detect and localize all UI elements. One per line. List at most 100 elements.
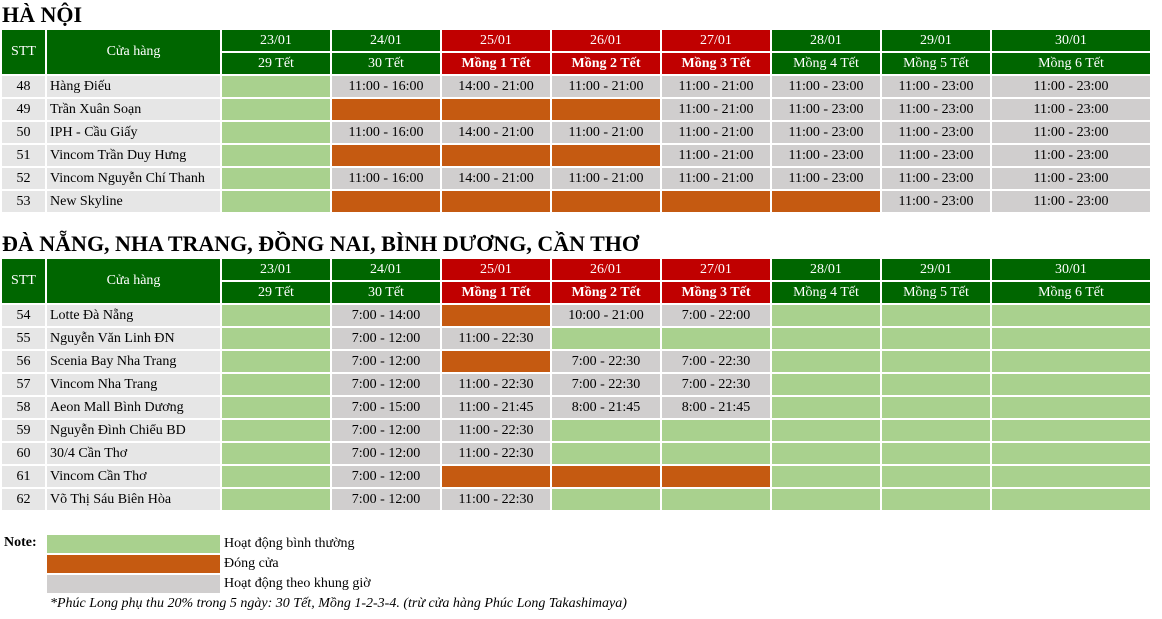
store-name: IPH - Cầu Giấy (47, 122, 220, 143)
date-header: 30/01 (992, 30, 1150, 51)
schedule-cell (992, 351, 1150, 372)
schedule-cell (772, 443, 880, 464)
row-index: 61 (2, 466, 45, 487)
schedule-cell: 11:00 - 21:00 (662, 145, 770, 166)
schedule-cell: 11:00 - 22:30 (442, 489, 550, 510)
schedule-cell: 11:00 - 23:00 (992, 145, 1150, 166)
legend-swatch-limited (47, 575, 220, 593)
date-header: 24/01 (332, 30, 440, 51)
schedule-cell: 7:00 - 12:00 (332, 420, 440, 441)
schedule-cell (992, 489, 1150, 510)
table-row: 56 Scenia Bay Nha Trang 7:00 - 12:00 7:00 -… (2, 351, 1150, 372)
schedule-cell (222, 99, 330, 120)
store-name: Trần Xuân Soạn (47, 99, 220, 120)
schedule-cell (222, 305, 330, 326)
row-index: 54 (2, 305, 45, 326)
row-index: 55 (2, 328, 45, 349)
schedule-cell: 11:00 - 21:00 (662, 168, 770, 189)
schedule-cell (882, 374, 990, 395)
section-title-regions: ĐÀ NẴNG, NHA TRANG, ĐỒNG NAI, BÌNH DƯƠNG… (2, 231, 640, 256)
table-row: 55 Nguyễn Văn Linh ĐN 7:00 - 12:00 11:00 - … (2, 328, 1150, 349)
day-header: Mồng 2 Tết (552, 53, 660, 74)
schedule-cell: 7:00 - 22:30 (552, 374, 660, 395)
header-row-dates: STT Cửa hàng 23/01 24/01 25/01 26/01 27/01 28/0… (2, 259, 1150, 303)
schedule-cell: 14:00 - 21:00 (442, 168, 550, 189)
schedule-cell (552, 420, 660, 441)
date-header: 27/01 (662, 30, 770, 51)
schedule-cell (222, 145, 330, 166)
schedule-cell (222, 443, 330, 464)
header-row-days: 29 Tết 30 Tết Mồng 1 Tết Mồng 2 Tết Mồng 3 T… (2, 53, 1150, 74)
row-index: 50 (2, 122, 45, 143)
schedule-cell (772, 328, 880, 349)
day-header: Mồng 5 Tết (882, 53, 990, 74)
date-header: 29/01 (882, 259, 990, 280)
store-header: Cửa hàng (47, 30, 220, 74)
schedule-cell: 7:00 - 22:30 (662, 351, 770, 372)
day-header: 29 Tết (222, 53, 330, 74)
store-name: Aeon Mall Bình Dương (47, 397, 220, 418)
schedule-cell (222, 168, 330, 189)
schedule-cell (662, 328, 770, 349)
schedule-cell (552, 466, 660, 487)
schedule-cell: 7:00 - 12:00 (332, 374, 440, 395)
table-row: 49 Trần Xuân Soạn 11:00 - 21:00 11:00 - 23:… (2, 99, 1150, 120)
schedule-cell (882, 351, 990, 372)
schedule-cell: 10:00 - 21:00 (552, 305, 660, 326)
table-row: 61 Vincom Cần Thơ 7:00 - 12:00 (2, 466, 1150, 487)
schedule-cell (442, 145, 550, 166)
stt-header: STT (2, 259, 45, 303)
schedule-cell (552, 443, 660, 464)
table-row: 48 Hàng Điếu 11:00 - 16:00 14:00 - 21:00 11:… (2, 76, 1150, 97)
schedule-cell (222, 191, 330, 212)
schedule-cell: 11:00 - 16:00 (332, 76, 440, 97)
table-row: 51 Vincom Trần Duy Hưng 11:00 - 21:00 11:00… (2, 145, 1150, 166)
day-header: 30 Tết (332, 282, 440, 303)
schedule-cell (662, 443, 770, 464)
schedule-cell: 11:00 - 23:00 (772, 122, 880, 143)
table-row: 53 New Skyline 11:00 - 23:00 11:00 - 23:00 (2, 191, 1150, 212)
schedule-cell (882, 466, 990, 487)
schedule-cell (992, 397, 1150, 418)
schedule-cell: 11:00 - 23:00 (772, 145, 880, 166)
schedule-cell: 8:00 - 21:45 (662, 397, 770, 418)
header-row-days: 29 Tết 30 Tết Mồng 1 Tết Mồng 2 Tết Mồng 3 T… (2, 282, 1150, 303)
day-header: Mồng 4 Tết (772, 282, 880, 303)
stt-header: STT (2, 30, 45, 74)
table-row: 54 Lotte Đà Nẵng 7:00 - 14:00 10:00 - 21:00… (2, 305, 1150, 326)
schedule-cell (992, 443, 1150, 464)
schedule-cell (552, 145, 660, 166)
date-header: 25/01 (442, 259, 550, 280)
schedule-cell: 11:00 - 16:00 (332, 168, 440, 189)
schedule-cell: 11:00 - 23:00 (882, 122, 990, 143)
day-header: Mồng 4 Tết (772, 53, 880, 74)
row-index: 60 (2, 443, 45, 464)
date-header: 26/01 (552, 259, 660, 280)
row-index: 49 (2, 99, 45, 120)
schedule-cell (662, 420, 770, 441)
schedule-cell (772, 305, 880, 326)
row-index: 56 (2, 351, 45, 372)
store-name: Lotte Đà Nẵng (47, 305, 220, 326)
schedule-cell: 11:00 - 21:00 (552, 122, 660, 143)
row-index: 48 (2, 76, 45, 97)
date-header: 25/01 (442, 30, 550, 51)
store-name: Nguyễn Đình Chiểu BD (47, 420, 220, 441)
schedule-cell: 11:00 - 23:00 (992, 99, 1150, 120)
date-header: 30/01 (992, 259, 1150, 280)
schedule-cell (222, 122, 330, 143)
schedule-cell (772, 466, 880, 487)
date-header: 26/01 (552, 30, 660, 51)
table-row: 62 Võ Thị Sáu Biên Hòa 7:00 - 12:00 11:00 -… (2, 489, 1150, 510)
schedule-cell (552, 328, 660, 349)
date-header: 28/01 (772, 259, 880, 280)
schedule-cell (222, 397, 330, 418)
day-header: Mồng 6 Tết (992, 53, 1150, 74)
note-area: Note: Hoạt động bình thường Đóng cửa Hoạ… (0, 533, 1162, 619)
schedule-cell (772, 351, 880, 372)
schedule-cell: 11:00 - 21:00 (662, 122, 770, 143)
schedule-cell (992, 466, 1150, 487)
schedule-cell: 11:00 - 23:00 (882, 191, 990, 212)
schedule-table-hanoi: STT Cửa hàng 23/01 24/01 25/01 26/01 27/01 28/0… (0, 28, 1152, 214)
schedule-cell: 11:00 - 23:00 (882, 99, 990, 120)
